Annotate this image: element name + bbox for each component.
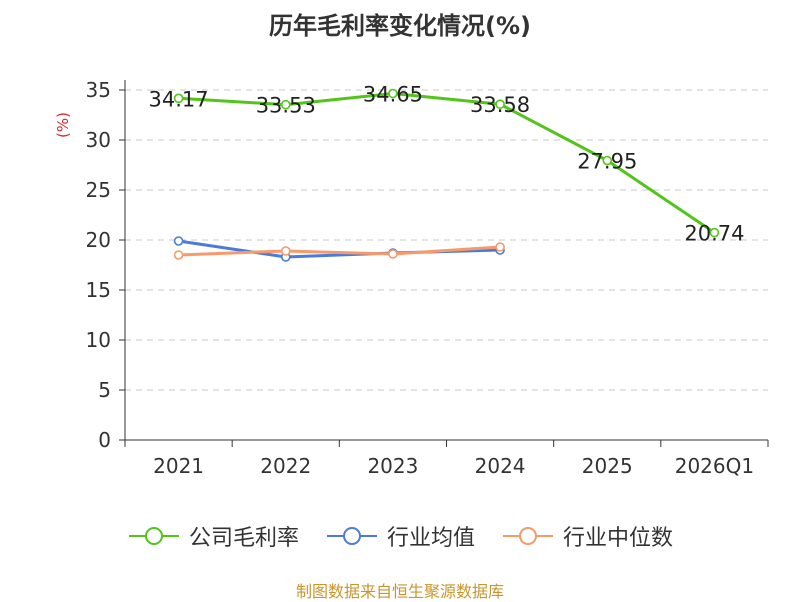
- data-label: 20.74: [684, 222, 744, 246]
- legend-line-icon: [503, 527, 553, 545]
- y-tick-label: 30: [86, 128, 111, 152]
- x-tick-label: 2023: [367, 454, 418, 478]
- legend-item-industry-median[interactable]: 行业中位数: [501, 520, 673, 552]
- data-point: [388, 88, 398, 99]
- data-label: 33.53: [256, 94, 316, 118]
- x-tick-label: 2021: [153, 454, 204, 478]
- series-2: [173, 242, 505, 260]
- legend-item-industry-average[interactable]: 行业均值: [325, 520, 475, 552]
- y-tick-label: 35: [86, 78, 111, 102]
- x-tick-label: 2024: [475, 454, 526, 478]
- y-tick-label: 10: [86, 328, 111, 352]
- data-label: 27.95: [577, 150, 637, 174]
- y-tick-label: 25: [86, 178, 111, 202]
- y-tick-label: 15: [86, 278, 111, 302]
- x-tick-label: 2022: [260, 454, 311, 478]
- y-tick-label: 0: [98, 428, 111, 452]
- data-point: [173, 93, 184, 104]
- legend-label: 行业均值: [386, 526, 475, 551]
- data-label: 34.65: [363, 83, 423, 107]
- data-point: [280, 99, 291, 110]
- legend-label: 行业中位数: [563, 526, 674, 551]
- data-point: [495, 242, 505, 252]
- chart-title: 历年毛利率变化情况(%): [269, 12, 531, 40]
- data-label: 34.17: [149, 87, 209, 111]
- grid-lines: [125, 89, 768, 391]
- data-point: [388, 249, 398, 259]
- series-0: [173, 88, 720, 238]
- x-tick-label: 2026Q1: [675, 454, 754, 478]
- data-labels: 34.17 33.53 34.65 33.58 27.95 20.74: [149, 83, 745, 246]
- legend: 公司毛利率 行业均值 行业中位数: [0, 520, 800, 552]
- data-point: [709, 227, 720, 238]
- data-point: [173, 236, 184, 246]
- data-label: 33.58: [470, 93, 530, 117]
- x-tick-label: 2025: [582, 454, 633, 478]
- legend-label: 公司毛利率: [188, 526, 299, 551]
- series-line: [178, 92, 716, 234]
- series-lines: [173, 88, 720, 262]
- data-point: [602, 155, 613, 166]
- data-point: [280, 246, 291, 256]
- y-axis-label: (%): [54, 112, 72, 138]
- y-tick-label: 20: [86, 228, 111, 252]
- legend-item-company-margin[interactable]: 公司毛利率: [127, 520, 299, 552]
- data-point: [173, 250, 184, 260]
- data-point: [495, 99, 505, 109]
- legend-line-icon: [128, 527, 179, 545]
- y-tick-label: 5: [98, 378, 111, 402]
- source-note: 制图数据来自恒生聚源数据库: [295, 582, 504, 601]
- series-line: [178, 245, 501, 257]
- legend-line-icon: [326, 527, 377, 545]
